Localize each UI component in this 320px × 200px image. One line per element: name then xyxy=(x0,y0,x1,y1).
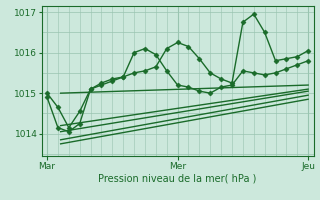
X-axis label: Pression niveau de la mer( hPa ): Pression niveau de la mer( hPa ) xyxy=(99,173,257,183)
